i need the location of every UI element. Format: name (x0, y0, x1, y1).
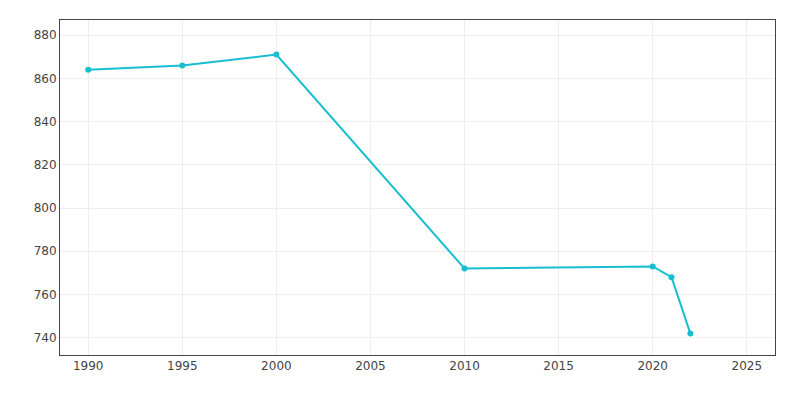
svg-text:860: 860 (34, 72, 57, 86)
svg-text:1995: 1995 (167, 359, 198, 373)
svg-text:2010: 2010 (449, 359, 480, 373)
svg-text:760: 760 (34, 288, 57, 302)
svg-text:2005: 2005 (355, 359, 386, 373)
svg-text:1990: 1990 (73, 359, 104, 373)
svg-text:2000: 2000 (261, 359, 292, 373)
svg-text:740: 740 (34, 331, 57, 345)
svg-text:840: 840 (34, 115, 57, 129)
svg-text:800: 800 (34, 201, 57, 215)
svg-text:780: 780 (34, 244, 57, 258)
svg-text:2020: 2020 (637, 359, 668, 373)
svg-text:2025: 2025 (732, 359, 763, 373)
svg-text:880: 880 (34, 28, 57, 42)
svg-text:820: 820 (34, 158, 57, 172)
svg-text:2015: 2015 (543, 359, 574, 373)
